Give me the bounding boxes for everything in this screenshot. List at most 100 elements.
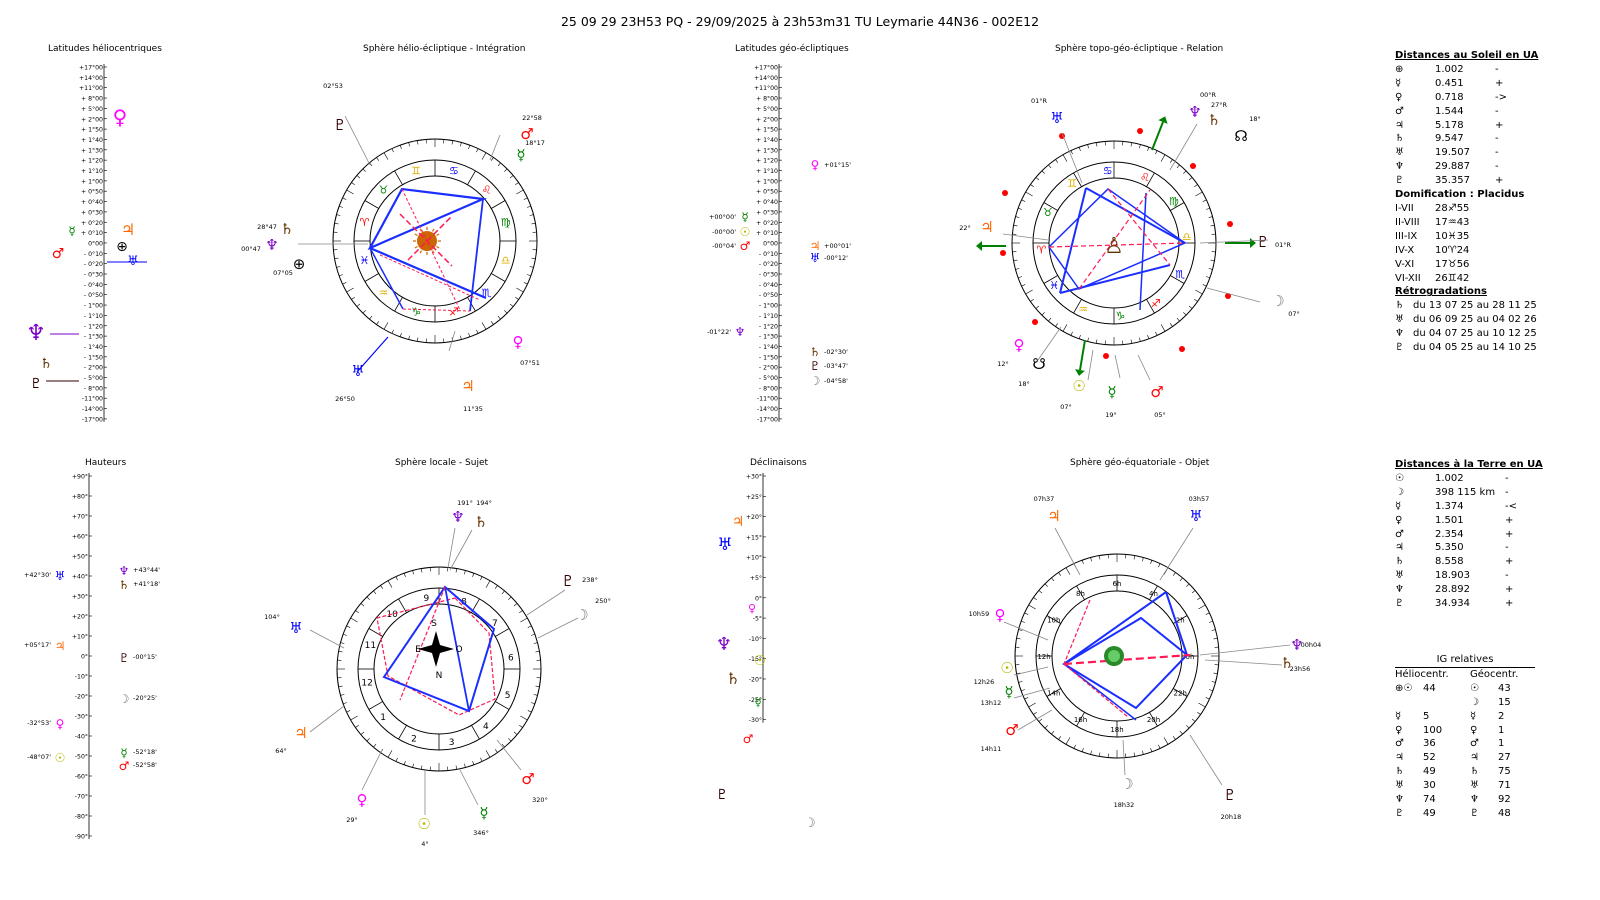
- helio-ig: 100: [1423, 724, 1443, 736]
- topo-pointer: [1087, 349, 1094, 381]
- helio-wheel-degree-tick: [416, 337, 419, 342]
- locale-minor-polygon: [376, 597, 496, 716]
- declinaison-sun-glyph: ☉: [754, 653, 767, 669]
- topo-pointer: [1206, 287, 1261, 303]
- house-pair: VI-XII: [1395, 272, 1421, 284]
- declinaison-pluto-glyph: ♇: [716, 787, 729, 803]
- topo-wheel-degree-tick: [1035, 305, 1040, 309]
- page-title: 25 09 29 23H53 PQ - 29/09/2025 à 23h53m3…: [560, 14, 1040, 29]
- topo-earth-glyph: ☊: [1234, 127, 1247, 145]
- locale-house-number: 3: [449, 738, 455, 748]
- planet-glyph: ♀: [1395, 91, 1403, 103]
- locale-wheel-degree-tick: [494, 749, 498, 753]
- locale-house-number: 5: [505, 691, 511, 701]
- helio-glyph: ♅: [1395, 780, 1404, 792]
- topo-house-dot: [1179, 346, 1185, 352]
- title-hauteurs: Hauteurs: [85, 458, 127, 468]
- topo-wheel-degree-tick: [1130, 339, 1133, 344]
- helio-wheel-sector-line: [491, 200, 506, 209]
- topo-wheel-degree-tick: [1021, 199, 1026, 202]
- declinaison-jupiter-glyph: ♃: [732, 514, 745, 530]
- helio-wheel-degree-tick: [504, 310, 508, 314]
- dom-row: V-XI 17♉56: [1395, 258, 1595, 272]
- topo-wheel-degree-tick: [1194, 184, 1198, 188]
- helio-wheel-degree-tick: [391, 329, 394, 334]
- geoeq-saturn-value: 23h56: [1290, 665, 1311, 673]
- declinaison-tick-label: +25°: [746, 493, 762, 501]
- topo-wheel-sign-glyph: ♑: [1115, 310, 1125, 323]
- geo-glyph: ♆: [1470, 794, 1479, 806]
- hauteur-tick-label: -20°: [75, 693, 88, 701]
- locale-wheel-sector-line: [471, 725, 480, 740]
- topo-wheel-degree-tick: [1147, 147, 1150, 152]
- house-cusp: 26♊42: [1435, 272, 1470, 284]
- hauteur-jupiter-glyph: ♃: [55, 639, 66, 653]
- lat-helio-tick-label: - 5°00: [84, 374, 103, 382]
- topo-wheel-degree-tick: [1035, 177, 1040, 181]
- helio-wheel-sign-glyph: ♐: [449, 306, 459, 319]
- lat-geo-tick-label: - 1°50: [759, 353, 778, 361]
- lat-helio-tick-label: - 2°00: [84, 364, 103, 372]
- helio-saturn-glyph: ♄: [280, 220, 293, 238]
- topo-wheel-sign-glyph: ♍: [1169, 195, 1179, 208]
- geoeq-uranus-value: 03h57: [1189, 495, 1210, 503]
- hauteur-tick-label: -40°: [75, 733, 88, 741]
- hauteur-tick-label: 0°: [81, 653, 88, 661]
- locale-wheel-degree-tick: [395, 757, 398, 762]
- lat-geo-tick-label: +11°00: [754, 84, 778, 92]
- sun-ray: [414, 245, 418, 249]
- locale-house-number: 7: [492, 619, 498, 629]
- declinaison-uranus-glyph: ♅: [717, 535, 732, 555]
- hauteur-tick-label: +70°: [72, 513, 88, 521]
- locale-wheel-degree-tick: [472, 573, 475, 578]
- locale-wheel-degree-tick: [366, 738, 370, 742]
- declinaison-moon-glyph: ☽: [804, 816, 816, 831]
- retro-period: du 06 09 25 au 04 02 26: [1413, 314, 1537, 326]
- planet-glyph: ♇: [1395, 598, 1404, 610]
- geoeq-hour-label: 18h: [1110, 726, 1123, 734]
- lat-geo-tick-label: + 0°50: [756, 188, 778, 196]
- hauteur-neptune-glyph: ♆: [119, 564, 130, 578]
- geoeq-wheel-degree-tick: [1021, 689, 1026, 692]
- locale-wheel-degree-tick: [533, 694, 538, 696]
- hauteur-venus-value: -32°53': [27, 719, 51, 727]
- topo-wheel-degree-tick: [1205, 207, 1210, 210]
- dist-row: ♄ 8.558 +: [1395, 555, 1595, 569]
- helio-wheel-degree-tick: [334, 257, 339, 260]
- dist-row: ☿ 0.451 +: [1395, 77, 1595, 91]
- hauteur-tick-label: -80°: [75, 813, 88, 821]
- house-cusp: 28♐55: [1435, 202, 1470, 214]
- lat-helio-jupiter-glyph: ♃: [121, 220, 135, 239]
- geoeq-pointer: [1017, 709, 1053, 731]
- geoeq-wheel-degree-tick: [1051, 730, 1055, 735]
- topo-wheel-degree-tick: [1160, 154, 1166, 162]
- topo-minor-aspect: [1078, 189, 1151, 290]
- geoeq-hour-label: 14h: [1047, 690, 1060, 698]
- planet-glyph: ☿: [1395, 77, 1402, 89]
- lat-geo-tick-label: + 0°20: [756, 219, 778, 227]
- locale-house-number: 1: [380, 713, 386, 723]
- topo-venus-glyph: ♀: [1014, 336, 1025, 354]
- locale-pointer: [459, 769, 479, 806]
- retro-period: du 04 07 25 au 10 12 25: [1413, 328, 1537, 340]
- geoeq-hour-label: 12h: [1037, 653, 1050, 661]
- distance-value: 35.357: [1435, 175, 1470, 187]
- sun-ray: [419, 228, 423, 232]
- geoeq-wheel-sector-line: [1046, 615, 1061, 624]
- lat-helio-tick-label: + 1°20: [81, 157, 103, 165]
- locale-wheel-degree-tick: [403, 760, 406, 765]
- dom-row: IV-X 10♈24: [1395, 244, 1595, 258]
- planet-glyph: ♄: [1395, 556, 1404, 568]
- house-cusp: 17♒43: [1435, 216, 1470, 228]
- topo-wheel-sign-glyph: ♉: [1043, 206, 1053, 219]
- geoeq-wheel-degree-tick: [1158, 744, 1161, 749]
- ig-row: ♆ 74 ♆ 92: [1395, 793, 1535, 807]
- geoeq-wheel-degree-tick: [1172, 572, 1176, 576]
- locale-wheel-degree-tick: [520, 715, 528, 721]
- person-center-icon: ♙: [1104, 234, 1124, 259]
- topo-wheel-degree-tick: [1078, 147, 1081, 152]
- helio-mercury-value: 18°17: [525, 139, 545, 147]
- helio-wheel-degree-tick: [523, 282, 528, 285]
- locale-pointer: [309, 705, 345, 733]
- locale-wheel-degree-tick: [519, 610, 523, 614]
